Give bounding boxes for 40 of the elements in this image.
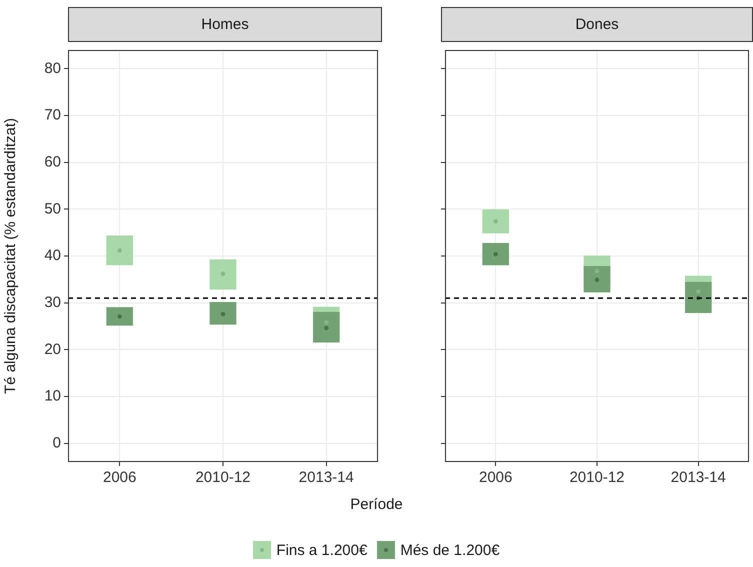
chart-title: Homes xyxy=(68,7,382,42)
bar xyxy=(313,312,340,342)
point xyxy=(493,219,498,224)
point xyxy=(594,278,600,282)
y-tick-label: 40 xyxy=(44,247,61,264)
point xyxy=(220,312,226,316)
y-axis-title: Té alguna discapacitat (% estandarditzat) xyxy=(2,118,20,394)
x-tick-label: 2006 xyxy=(478,469,512,486)
bar xyxy=(210,302,236,325)
point xyxy=(696,289,701,294)
chart-title: Dones xyxy=(441,7,753,42)
y-tick-label: 70 xyxy=(44,106,61,124)
point xyxy=(493,252,498,256)
point xyxy=(220,272,226,276)
x-tick-label: 2013-14 xyxy=(670,469,726,486)
x-axis-title: Període xyxy=(349,496,404,513)
x-tick-label: 2006 xyxy=(102,469,136,486)
bar xyxy=(106,236,133,266)
x-tick-label: 2010-12 xyxy=(195,469,251,486)
y-tick-label: 60 xyxy=(44,154,61,171)
point xyxy=(117,314,122,319)
bar xyxy=(106,307,133,326)
y-tick-label: 0 xyxy=(52,434,61,452)
y-tick-label: 80 xyxy=(44,60,61,77)
legend-label: Més de 1.200€ xyxy=(400,542,500,558)
point xyxy=(324,326,329,330)
bar xyxy=(584,266,610,292)
y-tick-label: 20 xyxy=(44,340,61,358)
legend-label: Fins a 1.200€ xyxy=(276,542,368,558)
y-tick-label: 10 xyxy=(44,388,61,405)
y-tick-label: 30 xyxy=(44,294,61,311)
x-tick-label: 2013-14 xyxy=(298,469,354,486)
point xyxy=(324,320,329,325)
y-tick-label: 50 xyxy=(44,200,61,218)
x-tick-label: 2010-12 xyxy=(569,469,625,486)
bar xyxy=(685,282,712,313)
bar xyxy=(210,259,236,290)
bar xyxy=(482,243,509,266)
point xyxy=(117,248,122,253)
bar xyxy=(482,209,509,234)
